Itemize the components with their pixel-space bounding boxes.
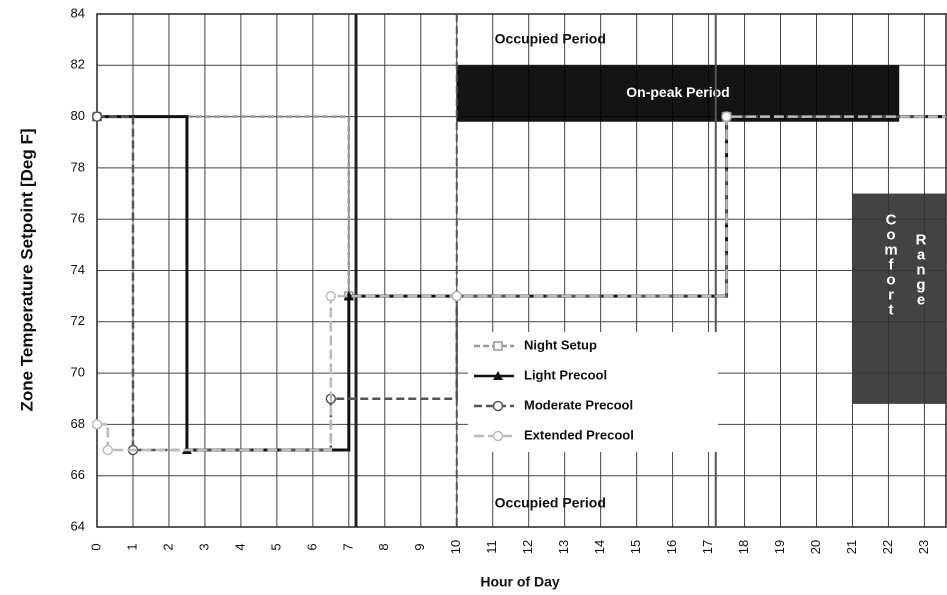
y-tick-label: 80 — [71, 108, 85, 123]
x-tick-label: 16 — [664, 540, 679, 554]
y-axis-label: Zone Temperature Setpoint [Deg F] — [17, 128, 36, 411]
x-tick-label: 3 — [196, 543, 211, 550]
legend-marker — [493, 341, 503, 351]
x-tick-label: 19 — [772, 540, 787, 554]
x-tick-label: 14 — [592, 540, 607, 554]
x-tick-label: 2 — [160, 543, 175, 550]
legend-label: Light Precool — [524, 367, 607, 382]
y-tick-label: 70 — [71, 365, 85, 380]
x-tick-label: 20 — [808, 540, 823, 554]
legend-label: Moderate Precool — [524, 397, 633, 412]
x-axis-label: Hour of Day — [480, 574, 560, 590]
marker — [91, 111, 103, 122]
marker — [451, 290, 462, 302]
y-tick-label: 84 — [71, 5, 85, 20]
legend-label: Night Setup — [524, 337, 597, 352]
legend-box — [468, 332, 718, 452]
y-tick-label: 76 — [71, 211, 85, 226]
region — [852, 193, 946, 404]
series-line — [97, 115, 946, 298]
x-tick-label: 12 — [520, 540, 535, 554]
x-tick-label: 7 — [340, 543, 355, 550]
y-tick-label: 72 — [71, 313, 85, 328]
x-tick-label: 9 — [412, 543, 427, 550]
x-tick-label: 18 — [736, 540, 751, 554]
x-tick-label: 1 — [124, 543, 139, 550]
marker — [343, 291, 354, 301]
region-label: On-peak Period — [626, 84, 729, 100]
x-tick-label: 10 — [448, 540, 463, 554]
x-tick-label: 17 — [700, 540, 715, 554]
x-tick-label: 8 — [376, 543, 391, 550]
annotation: Occupied Period — [495, 495, 606, 511]
y-tick-label: 78 — [71, 159, 85, 174]
marker — [325, 290, 337, 302]
y-tick-label: 82 — [71, 57, 85, 72]
x-tick-label: 5 — [268, 543, 283, 550]
y-tick-label: 64 — [71, 518, 85, 533]
region-label: Comfort — [882, 212, 899, 317]
y-tick-label: 68 — [71, 416, 85, 431]
region — [456, 65, 900, 122]
legend-marker — [493, 371, 503, 380]
x-tick-label: 11 — [484, 540, 499, 554]
x-tick-label: 4 — [232, 543, 247, 550]
region-label: Range — [912, 232, 929, 307]
legend-label: Extended Precool — [524, 427, 634, 442]
x-tick-label: 23 — [916, 540, 931, 554]
y-tick-label: 66 — [71, 467, 85, 482]
marker — [721, 111, 732, 122]
x-tick-label: 0 — [88, 543, 103, 550]
marker — [102, 444, 114, 456]
annotation: Occupied Period — [495, 30, 606, 46]
legend-marker — [492, 400, 504, 412]
x-tick-label: 15 — [628, 540, 643, 554]
x-tick-label: 13 — [556, 540, 571, 554]
marker — [91, 419, 103, 430]
x-tick-label: 22 — [880, 540, 895, 554]
y-tick-label: 74 — [71, 262, 85, 277]
x-tick-label: 21 — [844, 540, 859, 554]
legend-marker — [492, 430, 504, 442]
x-tick-label: 6 — [304, 543, 319, 550]
